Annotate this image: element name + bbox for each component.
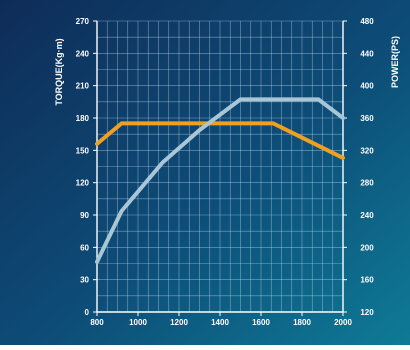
y-axis-right-label: POWER(PS)	[390, 36, 400, 88]
x-tick-label: 2000	[334, 318, 352, 327]
tick-labels: 0 30 60 90 120 150 180 210 240 270 120 160 200 240 280…	[76, 17, 375, 327]
y-left-tick-label: 0	[85, 308, 90, 317]
y-right-tick-label: 280	[360, 179, 374, 188]
y-right-tick-label: 160	[360, 276, 374, 285]
y-right-tick-label: 200	[360, 243, 374, 252]
y-left-tick-label: 150	[76, 146, 90, 155]
y-right-tick-label: 400	[360, 82, 374, 91]
y-right-tick-label: 120	[360, 308, 374, 317]
y-right-tick-label: 480	[360, 17, 374, 26]
x-tick-label: 1400	[211, 318, 229, 327]
x-tick-label: 1000	[129, 318, 147, 327]
y-left-tick-label: 270	[76, 17, 90, 26]
y-left-tick-label: 60	[80, 243, 89, 252]
y-right-tick-label: 320	[360, 146, 374, 155]
torque-curve-line	[95, 121, 345, 160]
x-tick-label: 1200	[170, 318, 188, 327]
x-tick-label: 1600	[252, 318, 270, 327]
y-left-tick-label: 120	[76, 179, 90, 188]
x-tick-label: 800	[90, 318, 104, 327]
y-right-tick-label: 360	[360, 114, 374, 123]
y-right-tick-label: 440	[360, 49, 374, 58]
x-tick-label: 1800	[293, 318, 311, 327]
y-left-tick-label: 210	[76, 82, 90, 91]
grid	[96, 20, 344, 313]
y-left-tick-label: 30	[80, 276, 89, 285]
y-left-tick-label: 90	[80, 211, 89, 220]
y-left-tick-label: 180	[76, 114, 90, 123]
y-left-tick-label: 240	[76, 49, 90, 58]
power-curve-line	[95, 97, 345, 264]
y-axis-left-label: TORQUE(Kg·m)	[54, 38, 64, 105]
series-lines	[95, 97, 345, 264]
y-right-tick-label: 240	[360, 211, 374, 220]
